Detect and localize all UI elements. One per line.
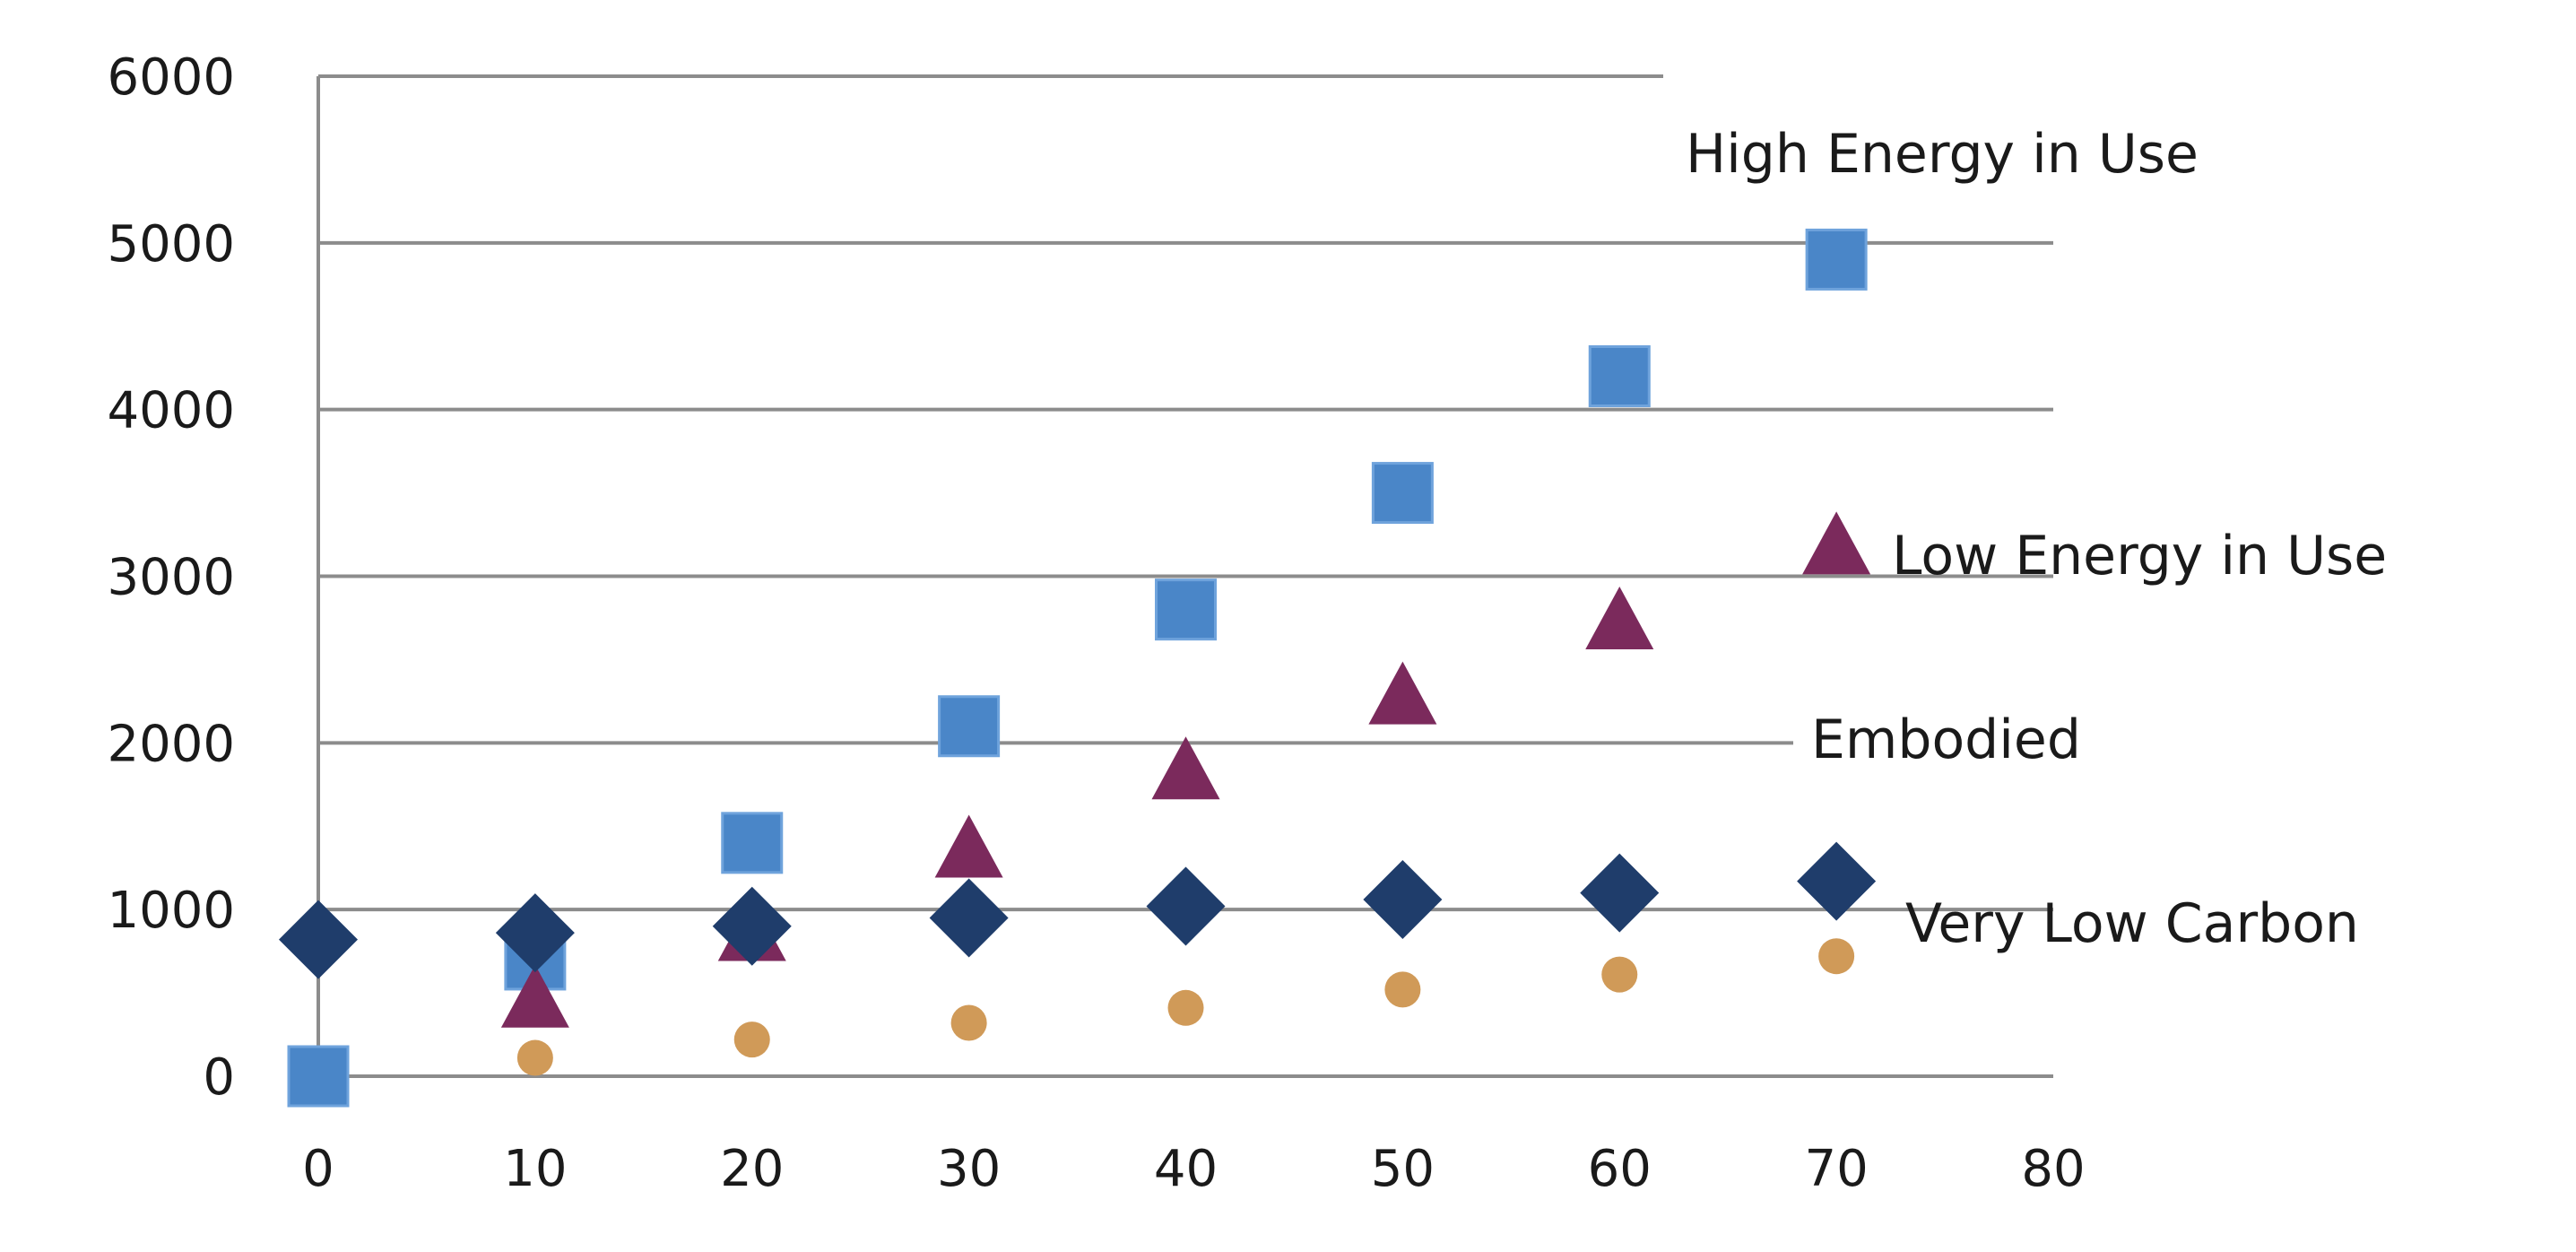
point-very-low-carbon: [950, 1004, 987, 1041]
x-tick-label: 40: [1154, 1140, 1218, 1198]
point-embodied: [1580, 853, 1660, 933]
x-tick-label: 10: [503, 1140, 567, 1198]
point-high-energy-in-use: [1805, 228, 1868, 291]
x-tick-label: 50: [1371, 1140, 1435, 1198]
y-axis-tick-labels: 0 1000 2000 3000 4000 5000 6000: [107, 48, 235, 1107]
point-embodied: [1363, 860, 1443, 940]
x-tick-label: 60: [1588, 1140, 1652, 1198]
y-tick-label: 2000: [107, 715, 235, 773]
series-labels: High Energy in Use Low Energy in Use Emb…: [1686, 123, 2387, 955]
label-very-low-carbon: Very Low Carbon: [1905, 892, 2359, 955]
series-very-low-carbon: [516, 938, 1855, 1076]
point-low-energy-in-use: [500, 964, 569, 1028]
x-tick-label: 20: [720, 1140, 784, 1198]
point-very-low-carbon: [1818, 938, 1855, 975]
point-very-low-carbon: [516, 1039, 553, 1076]
x-tick-label: 30: [937, 1140, 1001, 1198]
x-tick-label: 0: [302, 1140, 334, 1198]
point-embodied: [712, 886, 792, 966]
y-tick-label: 1000: [107, 882, 235, 940]
x-axis-tick-labels: 0 10 20 30 40 50 60 70 80: [302, 1140, 2085, 1198]
label-high-energy-in-use: High Energy in Use: [1686, 123, 2199, 186]
point-embodied: [1146, 866, 1226, 946]
point-high-energy-in-use: [721, 812, 784, 874]
point-low-energy-in-use: [1368, 661, 1437, 725]
point-embodied: [279, 900, 358, 979]
data-series: [279, 228, 1877, 1108]
point-high-energy-in-use: [938, 695, 1001, 758]
point-very-low-carbon: [1384, 971, 1421, 1008]
x-tick-label: 80: [2021, 1140, 2085, 1198]
y-tick-label: 4000: [107, 382, 235, 440]
point-embodied: [495, 893, 575, 973]
point-embodied: [1797, 841, 1877, 921]
y-tick-label: 3000: [107, 549, 235, 607]
point-low-energy-in-use: [1802, 511, 1871, 575]
point-high-energy-in-use: [1371, 462, 1434, 525]
point-very-low-carbon: [1167, 989, 1204, 1026]
point-embodied: [929, 878, 1009, 958]
point-high-energy-in-use: [1588, 345, 1651, 407]
series-embodied: [279, 841, 1877, 979]
point-very-low-carbon: [733, 1022, 770, 1058]
point-very-low-carbon: [1601, 956, 1638, 993]
point-high-energy-in-use: [287, 1045, 350, 1108]
y-tick-label: 0: [203, 1048, 235, 1107]
label-low-energy-in-use: Low Energy in Use: [1892, 525, 2387, 587]
y-tick-label: 6000: [107, 48, 235, 107]
point-high-energy-in-use: [1155, 578, 1217, 641]
point-low-energy-in-use: [1151, 736, 1220, 800]
x-tick-label: 70: [1804, 1140, 1868, 1198]
point-low-energy-in-use: [934, 814, 1003, 878]
grid-lines: [318, 74, 2053, 1078]
point-low-energy-in-use: [1585, 586, 1654, 649]
label-embodied: Embodied: [1811, 709, 2081, 771]
y-tick-label: 5000: [107, 215, 235, 274]
